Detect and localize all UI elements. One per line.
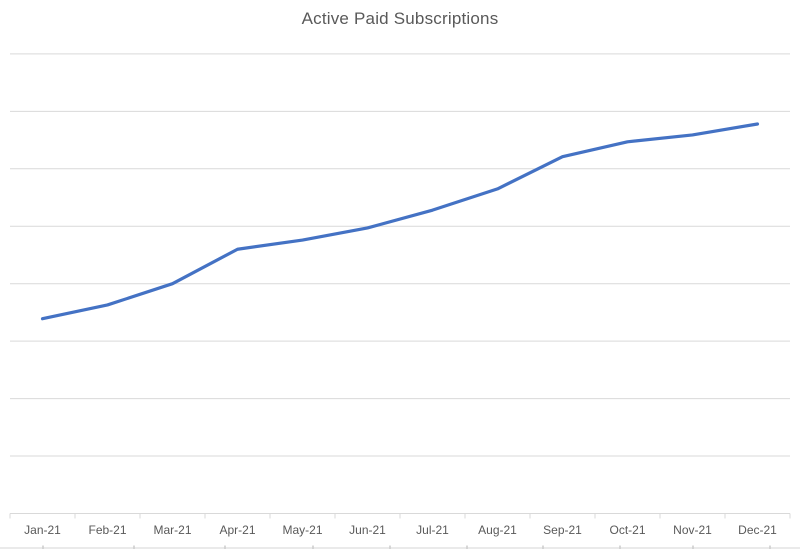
x-axis-label: Mar-21 [153, 523, 191, 537]
x-axis-label: Oct-21 [609, 523, 645, 537]
x-axis-label: Aug-21 [478, 523, 517, 537]
x-axis-label: Feb-21 [88, 523, 126, 537]
x-axis-label: Jun-21 [349, 523, 386, 537]
x-axis-label: Sep-21 [543, 523, 582, 537]
chart-title: Active Paid Subscriptions [301, 9, 499, 28]
x-axis-label: May-21 [282, 523, 322, 537]
x-axis-label: Jan-21 [24, 523, 61, 537]
x-axis-label: Nov-21 [673, 523, 712, 537]
x-axis-label: Dec-21 [738, 523, 777, 537]
x-axis-label: Apr-21 [219, 523, 255, 537]
line-series [40, 122, 760, 321]
x-axis-label: Jul-21 [416, 523, 449, 537]
